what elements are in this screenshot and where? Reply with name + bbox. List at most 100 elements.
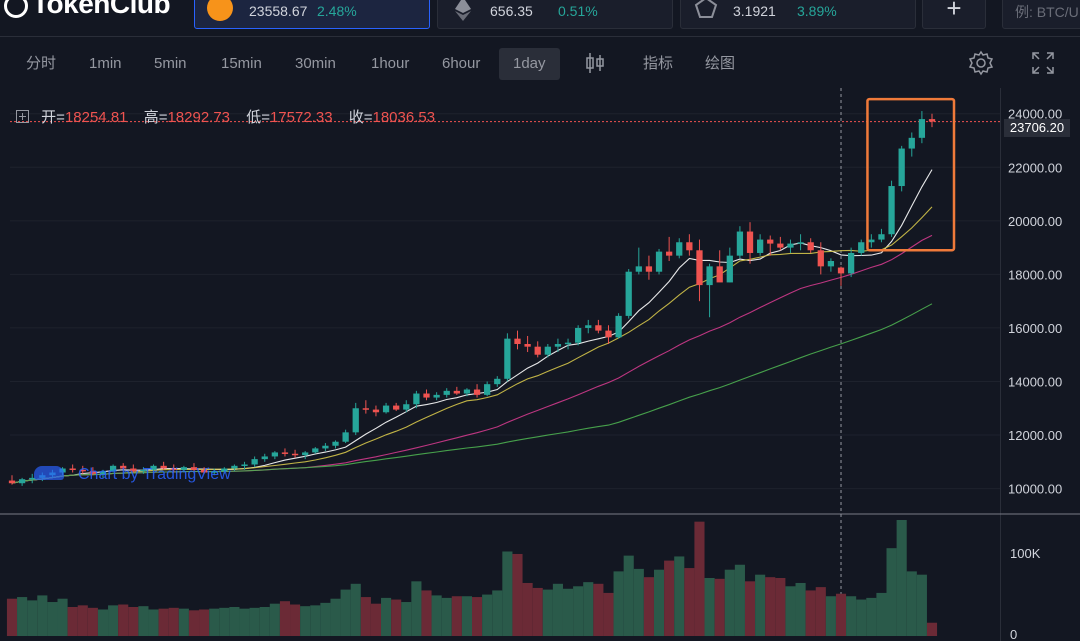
- tradingview-watermark[interactable]: Chart by TradingView: [34, 466, 231, 484]
- timeframe-1day[interactable]: 1day: [499, 48, 560, 80]
- candle[interactable]: [676, 242, 683, 256]
- candle[interactable]: [666, 251, 673, 256]
- timeframe-30min[interactable]: 30min: [295, 55, 336, 72]
- candle[interactable]: [878, 234, 885, 240]
- candle[interactable]: [362, 408, 369, 410]
- candle[interactable]: [342, 432, 349, 442]
- gear-icon[interactable]: [968, 50, 994, 76]
- candle[interactable]: [484, 384, 491, 395]
- candle[interactable]: [858, 242, 865, 253]
- candle[interactable]: [504, 338, 511, 379]
- candle[interactable]: [18, 479, 26, 484]
- candle[interactable]: [79, 469, 86, 472]
- candle[interactable]: [160, 465, 167, 469]
- candle[interactable]: [686, 242, 693, 251]
- ticker-token[interactable]: 3.1921 3.89%: [680, 0, 916, 29]
- candle[interactable]: [322, 445, 329, 449]
- candle[interactable]: [29, 477, 36, 480]
- candle[interactable]: [645, 266, 653, 272]
- candle[interactable]: [726, 255, 733, 283]
- candle[interactable]: [150, 465, 157, 470]
- candle[interactable]: [443, 390, 450, 395]
- candle[interactable]: [736, 231, 744, 256]
- ticker-eth[interactable]: 656.35 0.51%: [437, 0, 673, 29]
- candle[interactable]: [393, 405, 400, 410]
- candle[interactable]: [261, 456, 268, 460]
- candle[interactable]: [423, 393, 430, 398]
- timeframe-1hour[interactable]: 1hour: [371, 55, 410, 72]
- candle[interactable]: [554, 344, 562, 347]
- candle[interactable]: [716, 266, 723, 283]
- candle[interactable]: [615, 315, 622, 338]
- candle[interactable]: [827, 261, 835, 267]
- add-ticker-button[interactable]: +: [922, 0, 986, 29]
- candle[interactable]: [190, 467, 198, 470]
- timeframe-5min[interactable]: 5min: [154, 55, 187, 72]
- candle[interactable]: [807, 242, 814, 251]
- candle[interactable]: [473, 389, 481, 395]
- candle[interactable]: [291, 453, 299, 456]
- candle[interactable]: [787, 243, 794, 248]
- candle[interactable]: [281, 452, 289, 454]
- candle[interactable]: [231, 465, 238, 469]
- candle[interactable]: [211, 471, 218, 473]
- candle[interactable]: [746, 231, 754, 253]
- candle[interactable]: [89, 471, 97, 474]
- candle[interactable]: [756, 239, 764, 253]
- candle[interactable]: [817, 250, 824, 267]
- candle[interactable]: [696, 250, 703, 286]
- candle[interactable]: [99, 471, 107, 474]
- indicators-button[interactable]: 指标: [643, 55, 674, 72]
- timeframe-fenshi[interactable]: 分时: [26, 55, 57, 72]
- candle[interactable]: [413, 393, 420, 405]
- candle[interactable]: [120, 465, 127, 469]
- candle[interactable]: [928, 119, 936, 122]
- candle[interactable]: [767, 239, 774, 244]
- candle[interactable]: [777, 243, 784, 248]
- candle[interactable]: [453, 390, 460, 394]
- candle[interactable]: [140, 469, 147, 472]
- candle[interactable]: [433, 394, 440, 398]
- candle[interactable]: [514, 338, 521, 344]
- candle[interactable]: [534, 346, 541, 355]
- candle[interactable]: [494, 378, 501, 385]
- candle[interactable]: [564, 342, 572, 345]
- candle[interactable]: [8, 480, 16, 484]
- candle[interactable]: [706, 266, 713, 286]
- candle[interactable]: [605, 330, 612, 338]
- candle[interactable]: [655, 251, 663, 272]
- candle[interactable]: [918, 119, 926, 138]
- app-logo[interactable]: TokenClub: [4, 0, 171, 20]
- candle[interactable]: [847, 252, 855, 274]
- candle[interactable]: [251, 459, 258, 465]
- candle[interactable]: [544, 346, 551, 355]
- candle[interactable]: [575, 327, 582, 343]
- collapse-legend-icon[interactable]: [16, 110, 29, 123]
- candle[interactable]: [200, 469, 208, 473]
- candle[interactable]: [332, 441, 339, 446]
- candle[interactable]: [170, 468, 177, 471]
- candle-style-icon[interactable]: [582, 50, 608, 76]
- timeframe-6hour[interactable]: 6hour: [442, 55, 481, 72]
- candle[interactable]: [908, 137, 915, 149]
- candle[interactable]: [241, 464, 248, 466]
- drawing-button[interactable]: 绘图: [705, 55, 736, 72]
- candle[interactable]: [372, 409, 380, 413]
- timeframe-1min[interactable]: 1min: [89, 55, 122, 72]
- candle[interactable]: [524, 344, 531, 347]
- candle[interactable]: [635, 266, 642, 272]
- candle[interactable]: [271, 452, 278, 457]
- price-chart[interactable]: 10000.00 12000.00 14000.00 16000.00 18000.00…: [0, 88, 1080, 641]
- candle[interactable]: [302, 452, 309, 456]
- candle[interactable]: [109, 465, 117, 472]
- candle[interactable]: [898, 148, 905, 187]
- candle[interactable]: [585, 325, 592, 328]
- candle[interactable]: [625, 271, 632, 316]
- candle[interactable]: [797, 242, 804, 244]
- candle[interactable]: [837, 267, 845, 274]
- ticker-btc[interactable]: 23558.67 2.48%: [194, 0, 430, 29]
- search-input[interactable]: 例: BTC/U: [1002, 0, 1080, 29]
- candle[interactable]: [312, 448, 319, 453]
- candle[interactable]: [888, 186, 895, 235]
- candle[interactable]: [595, 325, 602, 331]
